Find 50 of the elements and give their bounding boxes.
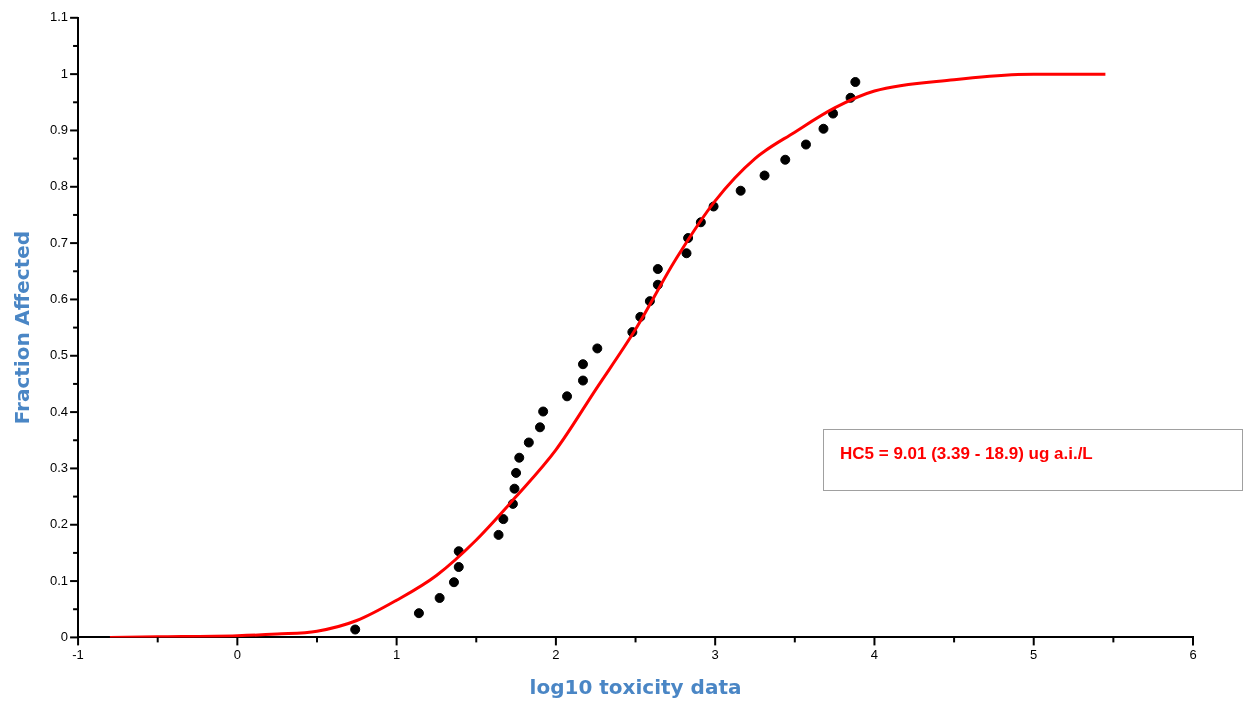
x-tick-label: 6: [1189, 646, 1197, 662]
x-axis-title: log10 toxicity data: [529, 675, 742, 700]
point: [511, 467, 522, 478]
point: [434, 592, 445, 603]
y-tick-label: 0.6: [49, 291, 69, 307]
y-tick-label: 0.3: [49, 460, 69, 475]
point: [850, 77, 861, 88]
y-tick-label: 0.5: [49, 347, 69, 363]
point: [493, 529, 504, 540]
y-tick-label: 0.4: [49, 403, 69, 419]
x-tick-label: 5: [1030, 646, 1038, 662]
point: [509, 483, 520, 494]
point: [780, 154, 791, 165]
y-tick-label: 1.1: [49, 9, 69, 25]
point: [448, 577, 459, 588]
x-tick-label: 0: [233, 646, 241, 662]
x-tick-label: -1: [72, 646, 84, 662]
text-box: HC5 = 9.01 (3.39 - 18.9) ug a.i./L: [823, 429, 1243, 491]
point: [577, 359, 588, 370]
point: [413, 608, 424, 619]
point: [800, 139, 811, 150]
point: [534, 422, 545, 433]
x-tick-label: 2: [552, 646, 560, 662]
x-tick-label: 4: [870, 646, 879, 662]
point: [514, 452, 525, 463]
y-tick-label: 0.1: [49, 572, 69, 588]
point: [681, 248, 692, 259]
annotation: HC5 = 9.01 (3.39 - 18.9) ug a.i./L: [840, 444, 1093, 464]
x-tick-label: 1: [393, 646, 401, 662]
line-series: [108, 72, 1107, 638]
y-tick-label: 0: [60, 628, 69, 644]
point: [562, 391, 573, 402]
point: [453, 561, 464, 572]
y-tick-label: 0.2: [49, 516, 69, 532]
y-tick-label: 0.7: [49, 234, 69, 250]
point: [818, 123, 829, 134]
point: [577, 375, 588, 386]
y-tick-label: 0.9: [49, 122, 69, 138]
point: [523, 437, 534, 448]
point: [735, 185, 746, 196]
y-tick-label: 1: [60, 65, 69, 81]
x-tick-label: 3: [711, 646, 719, 662]
y-tick-label: 0.8: [49, 178, 69, 194]
point: [592, 343, 603, 354]
point: [498, 514, 509, 525]
y-axis-title: Fraction Affected: [10, 230, 35, 425]
point: [652, 264, 663, 275]
point: [350, 624, 361, 635]
point: [538, 406, 549, 417]
point: [759, 170, 770, 181]
